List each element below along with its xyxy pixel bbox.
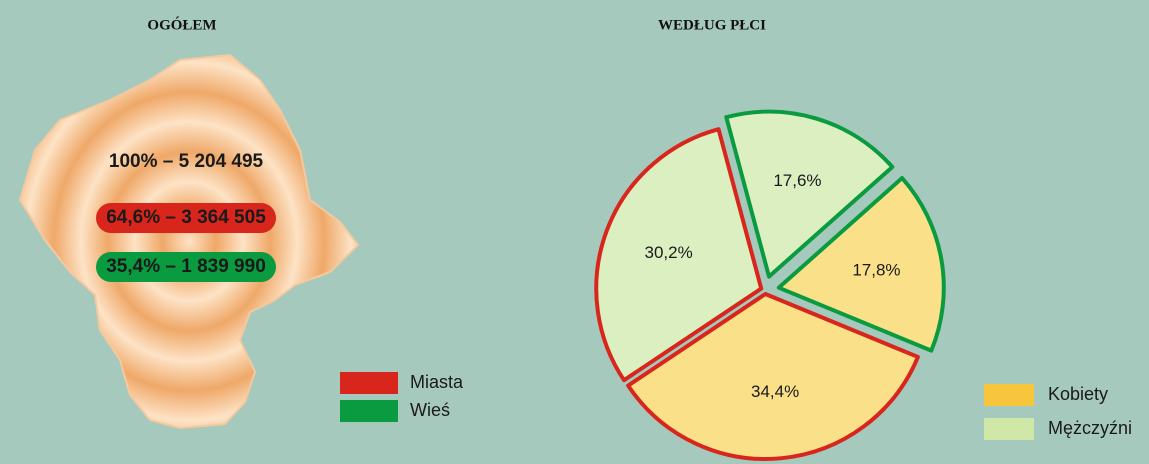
slice-label: 17,8% xyxy=(852,261,900,280)
legend-label: Mężczyźni xyxy=(1048,418,1132,438)
legend-label: Kobiety xyxy=(1048,384,1108,404)
slice-label: 17,6% xyxy=(773,171,821,190)
legend-swatch xyxy=(340,400,398,422)
legend-swatch xyxy=(984,418,1034,440)
legend-label: Wieś xyxy=(410,400,450,420)
map-label: 35,4% – 1 839 990 xyxy=(106,256,266,277)
region-map xyxy=(18,53,360,430)
legend-swatch xyxy=(984,384,1034,406)
label-pill xyxy=(96,203,276,233)
pie-slice xyxy=(776,176,946,353)
pie-slice xyxy=(626,291,920,461)
map-label: 64,6% – 3 364 505 xyxy=(106,207,266,228)
map-title: OGÓŁEM xyxy=(147,16,216,33)
slice-label: 34,4% xyxy=(751,382,799,401)
legend-swatch xyxy=(340,372,398,394)
map-label: 100% – 5 204 495 xyxy=(109,151,264,172)
slice-label: 30,2% xyxy=(645,243,693,262)
label-pill xyxy=(96,252,276,282)
pie-slice xyxy=(724,109,895,279)
pie-slice xyxy=(594,127,764,383)
pie-title: WEDŁUG PŁCI xyxy=(658,17,766,33)
legend-label: Miasta xyxy=(410,372,464,392)
